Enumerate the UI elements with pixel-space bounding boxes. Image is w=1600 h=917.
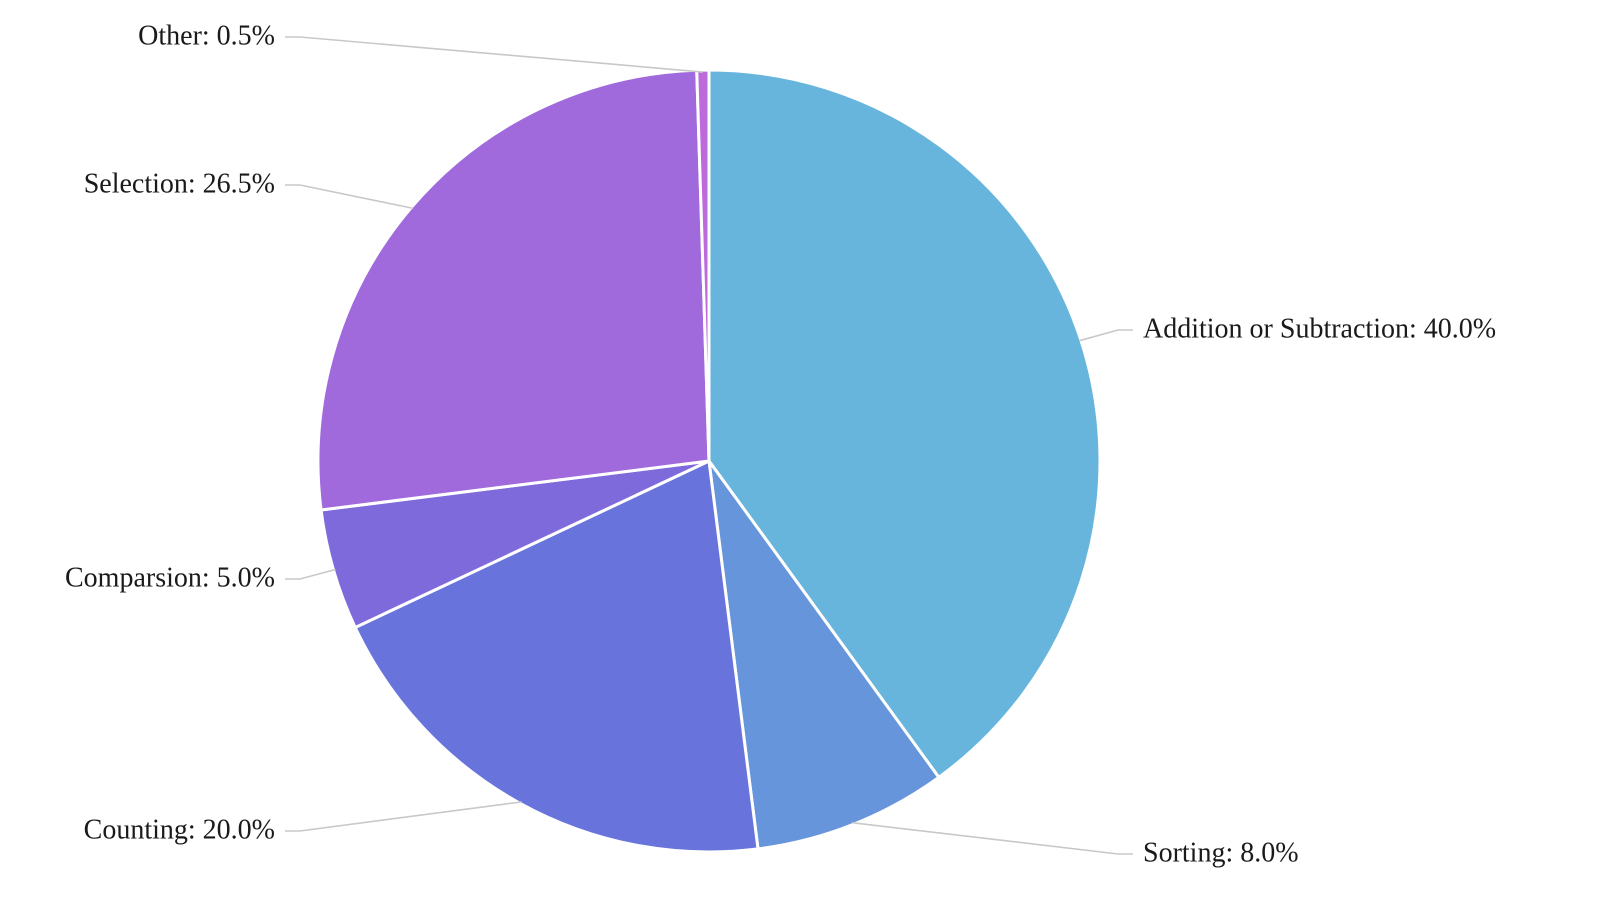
leader-line-sorting (852, 821, 1133, 855)
pie-leader-lines (285, 36, 1133, 855)
slice-label-sorting: Sorting: 8.0% (1143, 837, 1299, 868)
pie-slice-counting (353, 458, 760, 854)
pie-slice-selection (316, 68, 711, 512)
pie-slice-other (695, 68, 711, 462)
leader-line-other (285, 36, 703, 73)
slice-label-selection: Selection: 26.5% (84, 168, 275, 199)
leader-line-selection (285, 184, 414, 210)
leader-line-counting (285, 801, 522, 832)
pie-labels: Addition or Subtraction: 40.0% Sorting: 8… (65, 20, 1496, 868)
leader-line-addition-or-subtraction (1078, 329, 1133, 342)
slice-label-other: Other: 0.5% (138, 20, 275, 51)
slice-label-comparsion: Comparsion: 5.0% (65, 562, 275, 593)
slice-label-counting: Counting: 20.0% (84, 814, 275, 845)
leader-line-comparsion (285, 568, 336, 580)
slice-label-addition-or-subtraction: Addition or Subtraction: 40.0% (1143, 313, 1496, 344)
pie-slice-sorting (707, 460, 941, 851)
pie-slices (316, 68, 1102, 854)
